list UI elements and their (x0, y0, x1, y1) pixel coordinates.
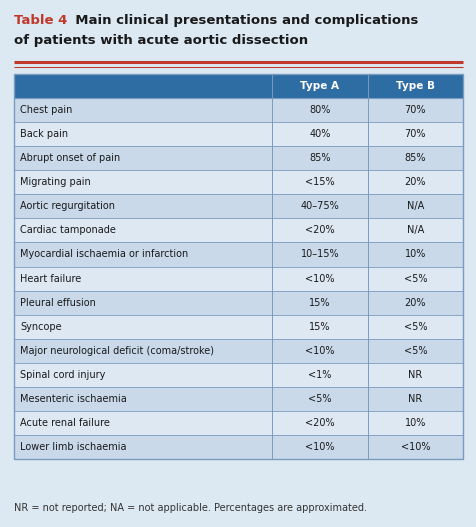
Text: Heart failure: Heart failure (20, 274, 81, 284)
Bar (14, 435, 462, 459)
Bar (14, 387, 462, 411)
Text: 20%: 20% (404, 177, 425, 187)
Text: <1%: <1% (307, 370, 331, 380)
Bar (14, 339, 462, 363)
Text: Type A: Type A (300, 81, 338, 91)
Text: 10%: 10% (404, 249, 425, 259)
Text: 10–15%: 10–15% (300, 249, 338, 259)
Text: Cardiac tamponade: Cardiac tamponade (20, 226, 116, 236)
Text: <5%: <5% (307, 394, 331, 404)
Text: Major neurological deficit (coma/stroke): Major neurological deficit (coma/stroke) (20, 346, 214, 356)
Text: Syncope: Syncope (20, 321, 61, 331)
Text: 85%: 85% (404, 153, 425, 163)
Text: Back pain: Back pain (20, 129, 68, 139)
Text: N/A: N/A (406, 226, 423, 236)
Bar (14, 74, 462, 98)
Text: 15%: 15% (308, 298, 330, 308)
Text: <5%: <5% (403, 274, 426, 284)
Text: NR: NR (407, 370, 422, 380)
Text: Spinal cord injury: Spinal cord injury (20, 370, 105, 380)
Text: <20%: <20% (305, 226, 334, 236)
Bar (14, 290, 462, 315)
Text: <5%: <5% (403, 321, 426, 331)
Text: Type B: Type B (395, 81, 434, 91)
Text: Abrupt onset of pain: Abrupt onset of pain (20, 153, 120, 163)
Text: <20%: <20% (305, 418, 334, 428)
Bar (14, 122, 462, 146)
Bar (14, 315, 462, 339)
Text: NR: NR (407, 394, 422, 404)
Text: <10%: <10% (400, 442, 429, 452)
Text: <10%: <10% (305, 346, 334, 356)
Bar (14, 146, 462, 170)
Text: Main clinical presentations and complications: Main clinical presentations and complica… (66, 14, 417, 27)
Bar (14, 194, 462, 218)
Text: Aortic regurgitation: Aortic regurgitation (20, 201, 115, 211)
Text: 40%: 40% (308, 129, 330, 139)
Text: Mesenteric ischaemia: Mesenteric ischaemia (20, 394, 127, 404)
Text: <10%: <10% (305, 274, 334, 284)
Text: <15%: <15% (305, 177, 334, 187)
Text: Acute renal failure: Acute renal failure (20, 418, 109, 428)
Text: 40–75%: 40–75% (300, 201, 338, 211)
Text: Lower limb ischaemia: Lower limb ischaemia (20, 442, 126, 452)
Text: 70%: 70% (404, 105, 425, 115)
Text: of patients with acute aortic dissection: of patients with acute aortic dissection (14, 34, 307, 47)
Bar (14, 411, 462, 435)
Text: 20%: 20% (404, 298, 425, 308)
Bar (14, 363, 462, 387)
Bar (14, 170, 462, 194)
Text: 85%: 85% (308, 153, 330, 163)
Bar (14, 74, 462, 459)
Bar (14, 267, 462, 290)
Text: N/A: N/A (406, 201, 423, 211)
Text: 15%: 15% (308, 321, 330, 331)
Bar (14, 218, 462, 242)
Text: Myocardial ischaemia or infarction: Myocardial ischaemia or infarction (20, 249, 188, 259)
Text: <5%: <5% (403, 346, 426, 356)
Bar (14, 98, 462, 122)
Text: Chest pain: Chest pain (20, 105, 72, 115)
Text: 70%: 70% (404, 129, 425, 139)
Text: 80%: 80% (308, 105, 330, 115)
Text: 10%: 10% (404, 418, 425, 428)
Bar (14, 242, 462, 267)
Text: <10%: <10% (305, 442, 334, 452)
Text: Table 4: Table 4 (14, 14, 67, 27)
Text: Pleural effusion: Pleural effusion (20, 298, 96, 308)
Text: Migrating pain: Migrating pain (20, 177, 90, 187)
Text: NR = not reported; NA = not applicable. Percentages are approximated.: NR = not reported; NA = not applicable. … (14, 503, 366, 513)
